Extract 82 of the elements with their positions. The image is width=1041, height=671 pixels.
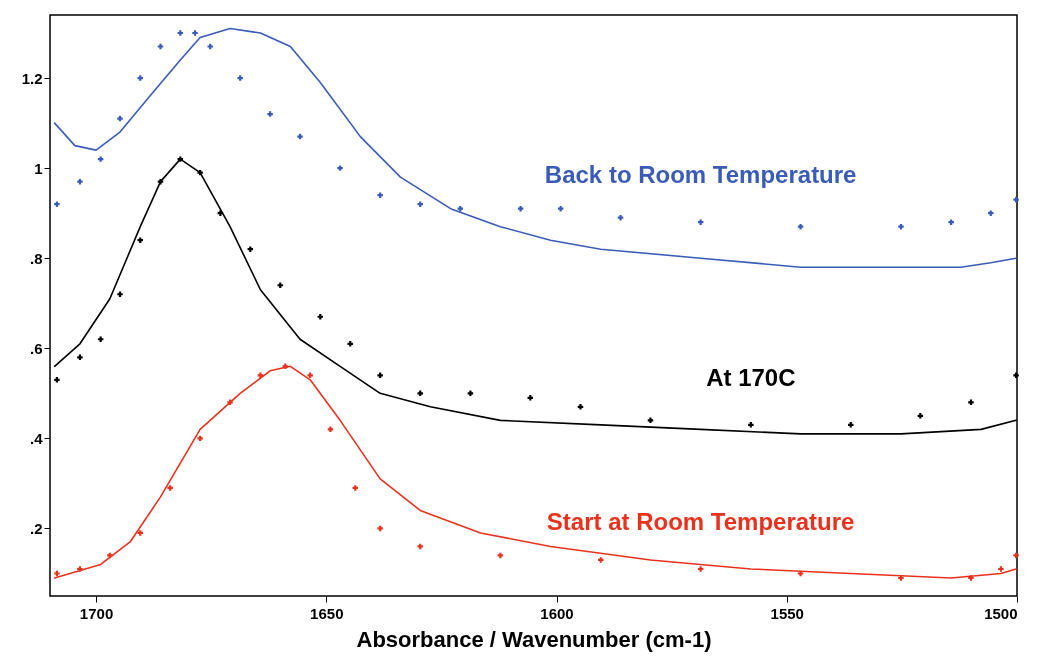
point [352,485,359,491]
point [54,377,60,383]
point [117,115,123,122]
point [347,341,353,347]
point [1013,372,1019,379]
point [377,372,383,379]
point [107,552,113,559]
point [77,354,83,361]
x-tick-label: 1500 [984,604,1018,622]
point [417,543,423,550]
point [157,43,164,50]
series-label: Back to Room Temperature [544,161,857,189]
point [797,570,804,577]
point [192,30,198,36]
line-series [53,27,1017,269]
point [377,192,383,198]
x-tick-label: 1700 [79,604,114,622]
point [197,169,203,176]
point [217,210,224,216]
series-label: At 170C [706,363,796,391]
point [968,575,974,581]
point [1013,196,1019,203]
point [54,570,60,577]
point [417,390,423,397]
point [647,417,654,424]
y-tick-label: 1.2 [21,69,43,87]
y-tick-label: 1 [34,159,43,177]
point [54,201,60,207]
x-tick-label: 1600 [540,604,574,622]
point [177,30,184,36]
point [237,75,243,81]
point [137,75,143,81]
y-tick-label: .4 [29,429,44,447]
point [968,399,974,406]
line-series [53,365,1017,579]
point [137,237,143,243]
point [257,372,264,379]
point [177,156,184,162]
point [848,422,854,428]
point [327,426,334,433]
point [597,557,604,563]
point [898,575,904,581]
y-tick-label: .6 [29,339,43,357]
point [797,223,804,230]
point [227,399,233,406]
point [377,525,383,532]
point [157,178,164,185]
point [497,552,504,559]
point [207,43,213,50]
point [697,219,704,225]
point [417,201,423,207]
point [988,210,994,216]
point [617,214,624,221]
y-tick-label: .2 [29,519,43,537]
point [998,566,1004,572]
x-axis-title: Absorbance / Wavenumber (cm-1) [356,626,712,652]
point [467,390,474,397]
point [527,395,534,401]
point [277,282,283,288]
point [748,422,754,428]
point [898,223,904,230]
point [297,133,303,140]
point [197,435,203,442]
point [1013,552,1019,559]
point [917,413,924,419]
y-tick-label: .8 [29,249,43,267]
point [77,566,83,572]
series-label: Start at Room Temperature [546,507,855,535]
point [247,246,254,252]
point [337,165,343,171]
x-tick-label: 1650 [310,604,344,622]
point [77,178,83,185]
point [167,485,173,491]
point [307,372,313,379]
point [948,219,954,225]
point [577,404,584,410]
x-tick-label: 1550 [770,604,804,622]
point [267,111,273,117]
point [97,156,104,162]
point [117,291,123,297]
point [137,530,143,536]
point [697,566,704,572]
